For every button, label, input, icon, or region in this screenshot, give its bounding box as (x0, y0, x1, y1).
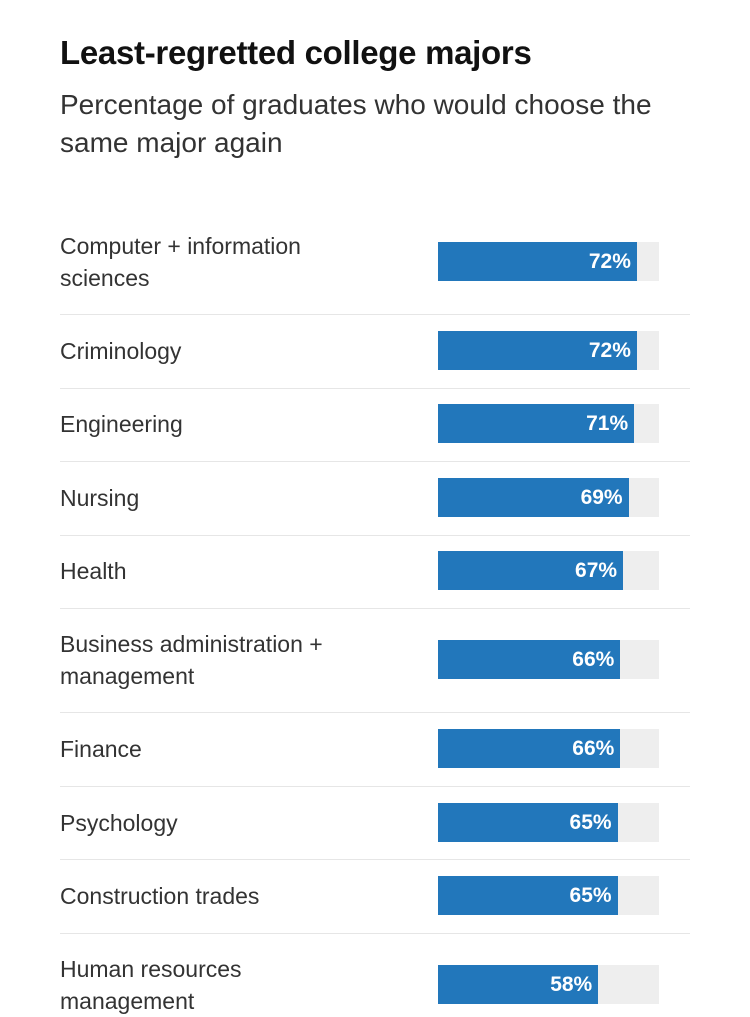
row-divider (60, 933, 690, 934)
bar-track: 69% (438, 478, 659, 517)
bar-row: Criminology 72% (60, 331, 690, 371)
bar-row: Finance 66% (60, 729, 690, 769)
row-divider (60, 314, 690, 315)
bar-row: Health 67% (60, 551, 690, 591)
category-label: Nursing (60, 485, 140, 511)
value-label: 69% (580, 486, 623, 509)
category-label: Business administration + management (60, 631, 323, 689)
bar-row: Engineering 71% (60, 404, 690, 444)
bar-row: Nursing 69% (60, 478, 690, 518)
chart-title: Least-regretted college majors (60, 34, 532, 71)
bar: 69% (438, 478, 629, 517)
category-label: Human resources management (60, 956, 242, 1014)
bar-track: 66% (438, 640, 659, 679)
category-label: Psychology (60, 810, 178, 836)
row-divider (60, 712, 690, 713)
bar-track: 58% (438, 965, 659, 1004)
category-label: Criminology (60, 338, 182, 364)
bar-track: 65% (438, 803, 659, 842)
row-divider (60, 786, 690, 787)
category-label: Construction trades (60, 883, 260, 909)
row-divider (60, 461, 690, 462)
row-divider (60, 859, 690, 860)
category-label: Engineering (60, 411, 183, 437)
bar-track: 72% (438, 331, 659, 370)
row-divider (60, 608, 690, 609)
bar: 67% (438, 551, 624, 590)
bar-row: Human resources management 58% (60, 956, 690, 1014)
bar-track: 66% (438, 729, 659, 768)
category-label: Computer + information sciences (60, 233, 301, 291)
row-divider (60, 388, 690, 389)
bar: 66% (438, 640, 621, 679)
bar: 65% (438, 876, 618, 915)
bar: 72% (438, 242, 637, 281)
category-label: Health (60, 558, 127, 584)
bar: 66% (438, 729, 621, 768)
bar-row: Business administration + management 66% (60, 631, 690, 689)
value-label: 72% (588, 250, 631, 273)
category-label: Finance (60, 736, 142, 762)
bar: 71% (438, 404, 635, 443)
bar-track: 72% (438, 242, 659, 281)
bar-track: 71% (438, 404, 659, 443)
value-label: 71% (586, 412, 629, 435)
value-label: 66% (572, 648, 615, 671)
value-label: 72% (588, 339, 631, 362)
bar-row: Computer + information sciences 72% (60, 233, 690, 291)
bar-row: Psychology 65% (60, 803, 690, 843)
bar: 58% (438, 965, 599, 1004)
bar: 72% (438, 331, 637, 370)
value-label: 66% (572, 737, 615, 760)
bar: 65% (438, 803, 618, 842)
value-label: 58% (550, 973, 593, 996)
bar-track: 65% (438, 876, 659, 915)
bar-row: Construction trades 65% (60, 876, 690, 916)
value-label: 67% (575, 559, 618, 582)
value-label: 65% (569, 884, 612, 907)
chart-subtitle: Percentage of graduates who would choose… (60, 89, 652, 158)
value-label: 65% (569, 811, 612, 834)
bar-track: 67% (438, 551, 659, 590)
row-divider (60, 535, 690, 536)
